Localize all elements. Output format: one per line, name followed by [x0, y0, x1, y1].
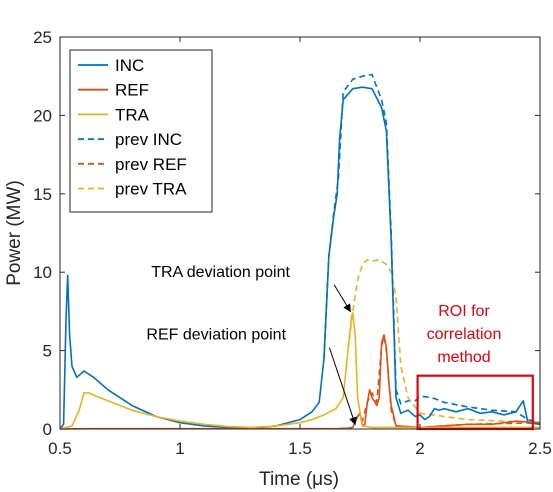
series-line-inc — [59, 86, 541, 430]
x-axis-label: Time (μs) — [259, 469, 339, 490]
legend-entry: prev REF — [115, 155, 187, 174]
legend-entry: prev TRA — [115, 180, 187, 199]
legend-entry: REF — [115, 81, 149, 100]
legend-entry: TRA — [115, 105, 150, 124]
x-tick-label: 0.5 — [48, 439, 72, 458]
series-line-prev-tra — [347, 258, 541, 424]
annotation-label-1: TRA deviation point — [151, 264, 290, 281]
y-tick-label: 20 — [33, 106, 52, 125]
x-tick-label: 2 — [415, 439, 424, 458]
annotation-layer: TRA deviation point REF deviation point — [146, 264, 357, 426]
legend-box — [69, 49, 213, 213]
roi-label-line-1: ROI for — [438, 303, 490, 320]
roi-label-line-2: correlation — [427, 326, 502, 343]
legend: INC REF TRA prev INC prev REF prev TRA — [69, 49, 213, 213]
axes-layer: 0.5 1 1.5 2 2.5 0 5 10 15 20 25 — [33, 28, 552, 458]
legend-entry: prev INC — [115, 130, 182, 149]
y-tick-label: 15 — [33, 185, 52, 204]
roi-label-line-3: method — [437, 349, 490, 366]
x-tick-label: 1 — [175, 439, 184, 458]
annotation-label-2: REF deviation point — [146, 327, 286, 344]
annotation-arrow-2 — [328, 347, 357, 426]
x-tick-label: 2.5 — [528, 439, 552, 458]
y-tick-label: 10 — [33, 263, 52, 282]
annotation-arrow-1 — [333, 284, 351, 313]
y-axis-label: Power (MW) — [4, 180, 25, 286]
x-tick-label: 1.5 — [288, 439, 312, 458]
y-tick-label: 5 — [43, 342, 52, 361]
roi-layer: ROI for correlation method — [416, 303, 534, 431]
series-line-tra — [59, 312, 540, 430]
y-tick-label: 0 — [43, 420, 52, 439]
legend-entry: INC — [115, 56, 144, 75]
y-tick-label: 25 — [33, 28, 52, 47]
